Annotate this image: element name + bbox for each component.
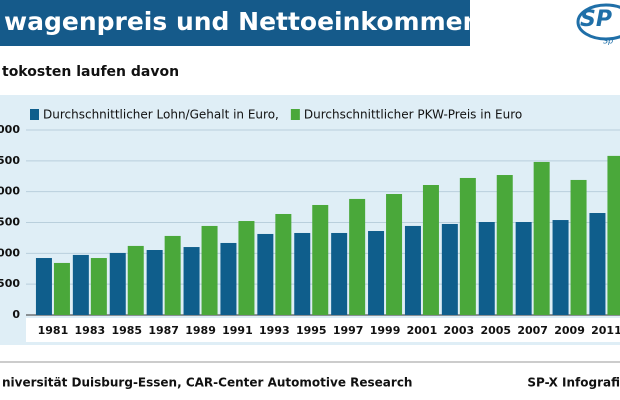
bar xyxy=(294,232,311,315)
y-tick-label: 0 xyxy=(12,308,20,321)
x-tick-label: 2009 xyxy=(554,324,585,337)
bar xyxy=(238,221,255,315)
bar xyxy=(515,222,532,315)
bar xyxy=(478,222,495,315)
x-tick-label: 1987 xyxy=(148,324,179,337)
bar xyxy=(109,252,126,315)
bar xyxy=(404,225,421,315)
legend-swatch xyxy=(290,109,300,120)
y-tick-label: 2.500 xyxy=(0,277,20,290)
bar xyxy=(35,258,52,315)
x-tick-label: 2001 xyxy=(407,324,438,337)
logo: SP xyxy=(580,7,612,32)
bar xyxy=(201,225,218,315)
x-tick-label: 1995 xyxy=(296,324,327,337)
legend-label: Durchschnittlicher Lohn/Gehalt in Euro, xyxy=(43,108,279,122)
bar xyxy=(257,233,274,315)
chart-title: wagenpreis und Nettoeinkommen xyxy=(4,7,480,36)
bar xyxy=(331,232,348,315)
x-tick-label: 1993 xyxy=(259,324,290,337)
bar xyxy=(220,242,237,315)
bar xyxy=(90,258,107,315)
bar xyxy=(146,250,163,315)
x-tick-label: 2007 xyxy=(517,324,548,337)
x-tick-label: 1989 xyxy=(185,324,216,337)
x-tick-label: 2011 xyxy=(591,324,620,337)
subtitle: tokosten laufen davon xyxy=(2,64,179,80)
bar xyxy=(312,204,329,315)
bar xyxy=(386,194,403,315)
bar xyxy=(127,245,144,315)
legend-swatch xyxy=(30,109,39,120)
logo-sub: Sp xyxy=(603,37,613,46)
bar xyxy=(53,262,70,315)
bar xyxy=(422,185,439,315)
credit: SP-X Infografi xyxy=(527,376,620,390)
source: niversität Duisburg-Essen, CAR-Center Au… xyxy=(2,376,412,390)
bar xyxy=(349,198,366,315)
bar xyxy=(589,213,606,315)
bar xyxy=(368,231,385,315)
y-tick-label: 10.000 xyxy=(0,185,20,198)
title-bar xyxy=(0,0,470,46)
y-tick-label: 15.000 xyxy=(0,123,20,136)
legend-label: Durchschnittlicher PKW-Preis in Euro xyxy=(304,108,522,122)
x-tick-label: 1983 xyxy=(75,324,106,337)
bar xyxy=(441,223,458,315)
x-tick-label: 1981 xyxy=(38,324,69,337)
bar xyxy=(164,235,181,315)
x-tick-label: 1985 xyxy=(111,324,142,337)
bar xyxy=(496,175,513,315)
x-label-strip xyxy=(26,318,620,342)
y-tick-label: 5.000 xyxy=(0,246,20,259)
bar xyxy=(72,254,89,315)
x-tick-label: 1991 xyxy=(222,324,253,337)
x-tick-label: 1997 xyxy=(333,324,364,337)
x-tick-label: 1999 xyxy=(370,324,401,337)
x-tick-label: 2003 xyxy=(444,324,475,337)
x-tick-label: 2005 xyxy=(480,324,511,337)
bar xyxy=(552,220,569,315)
bar xyxy=(459,177,476,315)
y-tick-label: 7.500 xyxy=(0,216,20,229)
bar xyxy=(607,155,620,315)
logo-ring xyxy=(576,3,620,41)
bar xyxy=(570,179,587,315)
bar xyxy=(275,213,292,315)
bar xyxy=(183,247,200,315)
y-tick-label: 12.500 xyxy=(0,154,20,167)
bar xyxy=(533,161,550,315)
